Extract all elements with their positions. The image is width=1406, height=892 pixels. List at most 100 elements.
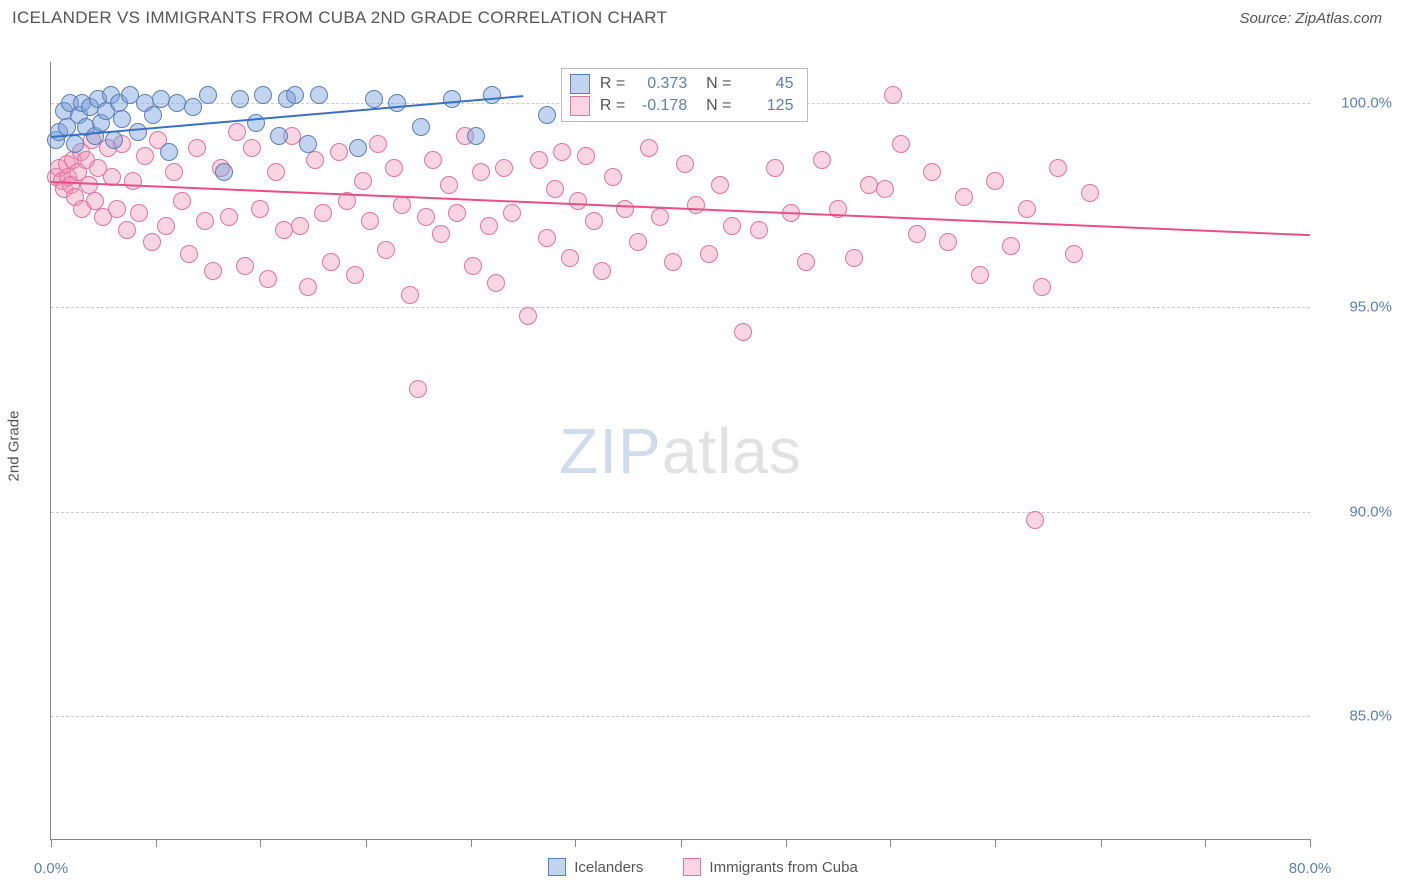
scatter-point	[711, 176, 729, 194]
scatter-point	[766, 159, 784, 177]
gridline-h	[51, 512, 1310, 513]
scatter-point	[750, 221, 768, 239]
scatter-point	[184, 98, 202, 116]
scatter-point	[66, 135, 84, 153]
x-tick	[1310, 839, 1311, 847]
scatter-point	[1065, 245, 1083, 263]
legend-r-label: R =	[600, 97, 625, 115]
scatter-point	[299, 278, 317, 296]
x-tick	[1101, 839, 1102, 847]
plot-area: ZIPatlas 85.0%90.0%95.0%100.0%0.0%80.0%R…	[50, 62, 1310, 840]
scatter-point	[955, 188, 973, 206]
scatter-point	[723, 217, 741, 235]
scatter-point	[388, 94, 406, 112]
legend-r-value: -0.178	[635, 97, 687, 115]
scatter-point	[519, 307, 537, 325]
scatter-point	[310, 86, 328, 104]
scatter-point	[503, 204, 521, 222]
scatter-point	[180, 245, 198, 263]
bottom-legend: IcelandersImmigrants from Cuba	[0, 858, 1406, 876]
scatter-point	[270, 127, 288, 145]
scatter-point	[393, 196, 411, 214]
scatter-point	[251, 200, 269, 218]
watermark-bold: ZIP	[559, 415, 662, 487]
gridline-h	[51, 716, 1310, 717]
scatter-point	[160, 143, 178, 161]
scatter-point	[487, 274, 505, 292]
scatter-point	[267, 163, 285, 181]
scatter-point	[676, 155, 694, 173]
scatter-point	[1081, 184, 1099, 202]
scatter-point	[616, 200, 634, 218]
legend-r-label: R =	[600, 75, 625, 93]
scatter-point	[483, 86, 501, 104]
scatter-point	[215, 163, 233, 181]
scatter-point	[467, 127, 485, 145]
x-tick	[681, 839, 682, 847]
scatter-point	[417, 208, 435, 226]
scatter-point	[291, 217, 309, 235]
scatter-point	[734, 323, 752, 341]
scatter-point	[412, 118, 430, 136]
scatter-point	[231, 90, 249, 108]
scatter-point	[196, 212, 214, 230]
scatter-point	[130, 204, 148, 222]
legend-swatch	[683, 858, 701, 876]
scatter-point	[687, 196, 705, 214]
scatter-point	[254, 86, 272, 104]
scatter-point	[1018, 200, 1036, 218]
scatter-point	[286, 86, 304, 104]
scatter-point	[165, 163, 183, 181]
scatter-point	[401, 286, 419, 304]
x-tick	[260, 839, 261, 847]
x-tick	[786, 839, 787, 847]
scatter-point	[1002, 237, 1020, 255]
legend-swatch	[570, 74, 590, 94]
scatter-point	[640, 139, 658, 157]
scatter-point	[443, 90, 461, 108]
scatter-point	[1049, 159, 1067, 177]
scatter-point	[700, 245, 718, 263]
scatter-point	[939, 233, 957, 251]
scatter-point	[553, 143, 571, 161]
scatter-point	[314, 204, 332, 222]
scatter-point	[629, 233, 647, 251]
scatter-point	[330, 143, 348, 161]
scatter-point	[349, 139, 367, 157]
y-tick-label: 95.0%	[1349, 299, 1392, 316]
legend-item: Icelanders	[548, 858, 643, 876]
scatter-point	[346, 266, 364, 284]
scatter-point	[385, 159, 403, 177]
y-tick-label: 85.0%	[1349, 708, 1392, 725]
scatter-point	[797, 253, 815, 271]
scatter-point	[188, 139, 206, 157]
scatter-point	[440, 176, 458, 194]
y-axis-label: 2nd Grade	[6, 411, 23, 482]
scatter-point	[143, 233, 161, 251]
scatter-point	[129, 123, 147, 141]
scatter-point	[220, 208, 238, 226]
scatter-point	[377, 241, 395, 259]
gridline-h	[51, 307, 1310, 308]
scatter-point	[908, 225, 926, 243]
scatter-point	[105, 131, 123, 149]
y-tick-label: 90.0%	[1349, 503, 1392, 520]
correlation-legend: R =0.373 N =45R =-0.178 N =125	[561, 68, 809, 122]
y-tick-label: 100.0%	[1341, 94, 1392, 111]
scatter-point	[157, 217, 175, 235]
scatter-point	[480, 217, 498, 235]
legend-row: R =-0.178 N =125	[570, 95, 794, 117]
scatter-point	[604, 168, 622, 186]
scatter-point	[495, 159, 513, 177]
scatter-point	[892, 135, 910, 153]
chart-title: ICELANDER VS IMMIGRANTS FROM CUBA 2ND GR…	[12, 8, 667, 28]
scatter-point	[1033, 278, 1051, 296]
scatter-point	[876, 180, 894, 198]
scatter-point	[538, 229, 556, 247]
scatter-point	[845, 249, 863, 267]
scatter-point	[424, 151, 442, 169]
scatter-point	[299, 135, 317, 153]
scatter-point	[561, 249, 579, 267]
scatter-point	[369, 135, 387, 153]
scatter-point	[204, 262, 222, 280]
